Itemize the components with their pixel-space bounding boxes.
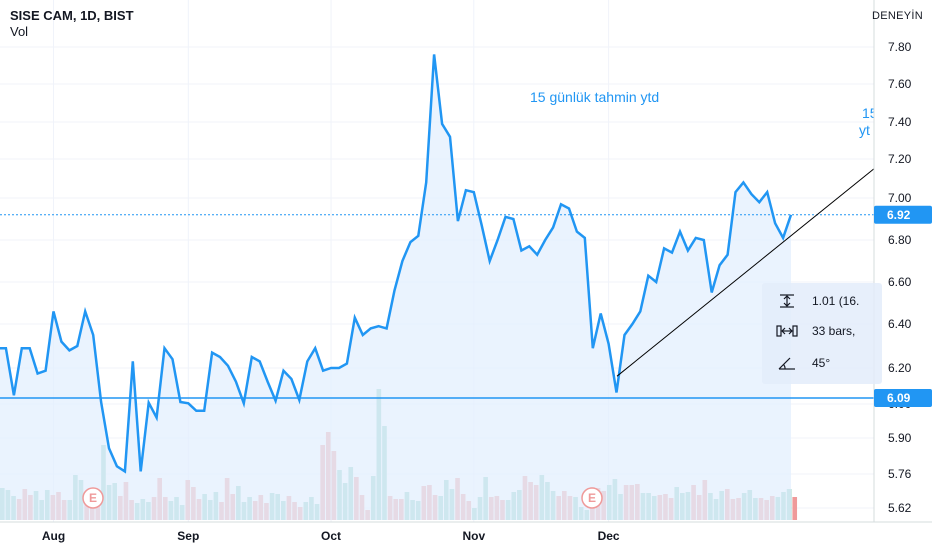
measure-price-row: 1.01 (16. <box>776 291 859 311</box>
price-tick-label: 7.80 <box>888 40 912 54</box>
time-scale[interactable] <box>0 522 932 550</box>
current-price-badge <box>874 205 932 224</box>
price-tick-label: 5.76 <box>888 467 912 481</box>
horizontal-line-badge <box>874 389 932 407</box>
price-tick-label: 7.40 <box>888 115 912 129</box>
time-tick-label: Aug <box>42 529 65 543</box>
measure-bars-count: 33 bars, <box>812 324 856 338</box>
price-scale[interactable] <box>874 0 932 522</box>
current-price-label: 6.92 <box>887 208 911 222</box>
bar-range-icon <box>776 325 798 337</box>
symbol-title[interactable]: SISE CAM, 1D, BIST <box>10 8 134 23</box>
earnings-marker-aug[interactable]: E <box>82 487 104 509</box>
measure-tool-panel[interactable]: 1.01 (16. 33 bars, 45° <box>762 283 882 384</box>
time-tick-label: Sep <box>177 529 199 543</box>
price-tick-label: 6.20 <box>888 361 912 375</box>
time-tick-label: Oct <box>321 529 341 543</box>
event-label: E <box>89 491 97 505</box>
price-tick-label: 6.40 <box>888 317 912 331</box>
trend-line[interactable] <box>616 168 875 377</box>
mode-label: DENEYİN <box>872 10 923 22</box>
price-tick-label: 6.60 <box>888 275 912 289</box>
price-tick-label: 5.90 <box>888 431 912 445</box>
price-tick-label: 7.60 <box>888 77 912 91</box>
event-label: E <box>588 491 596 505</box>
price-range-icon <box>780 294 794 308</box>
annotation-clipped-line2: yt <box>859 122 870 138</box>
event-circle <box>581 487 603 509</box>
measure-bars-row: 33 bars, <box>776 321 855 341</box>
measure-price-change: 1.01 (16. <box>812 294 860 308</box>
price-tick-label: 6.80 <box>888 233 912 247</box>
measure-angle-row: 45° <box>776 353 830 373</box>
chart-legend: SISE CAM, 1D, BIST Vol <box>10 8 134 40</box>
angle-icon <box>778 357 795 370</box>
measure-angle-value: 45° <box>812 356 831 370</box>
volume-legend-label[interactable]: Vol <box>10 24 29 39</box>
time-tick-label: Nov <box>462 529 485 543</box>
annotation-main-text[interactable]: 15 günlük tahmin ytd <box>530 89 659 105</box>
price-tick-label: 7.00 <box>888 191 912 205</box>
price-tick-label: 5.62 <box>888 501 912 515</box>
event-circle <box>82 487 104 509</box>
time-tick-label: Dec <box>598 529 620 543</box>
volume-bar <box>792 497 798 520</box>
horizontal-line-label: 6.09 <box>887 391 911 405</box>
price-tick-label: 7.20 <box>888 152 912 166</box>
time-scale-labels: Aug Sep Oct Nov Dec <box>42 529 620 543</box>
earnings-marker-nov[interactable]: E <box>581 487 603 509</box>
